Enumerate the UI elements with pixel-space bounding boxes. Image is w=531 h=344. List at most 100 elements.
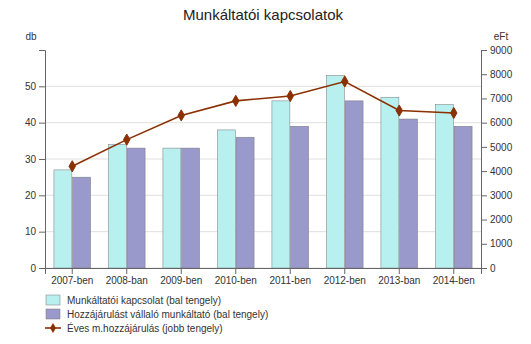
tick: 9000 [481,45,513,56]
bar-series [54,75,453,268]
legend-swatch [50,323,56,333]
tick: 0 [30,263,45,274]
tick-label: 2011-ben [269,275,311,286]
tick: 10 [25,226,45,237]
marker [233,95,239,106]
tick-label: 2013-ban [378,275,420,286]
tick-label: 6000 [490,117,513,128]
tick: 2009-ben [160,268,202,286]
marker [178,110,184,121]
legend-label: Hozzájárulást vállaló munkáltató (bal te… [67,309,268,320]
bar [381,97,399,268]
marker [342,76,348,87]
tick-mark [481,74,487,75]
tick: 2008-ban [106,268,148,286]
tick: 2013-ban [378,268,420,286]
tick: 8000 [481,69,513,80]
tick-label: 9000 [490,45,513,56]
tick-label: 2000 [490,214,513,225]
axis-line [46,269,482,275]
tick-mark [481,195,487,196]
tick-mark [290,268,291,274]
tick-label: 8000 [490,69,513,80]
tick-mark [453,268,454,274]
tick-mark [39,86,45,87]
tick-mark [481,171,487,172]
bar [163,148,181,268]
bar [54,170,72,268]
marker [396,105,402,116]
tick-label: 10 [25,226,37,237]
tick-label: 1000 [490,238,513,249]
tick-mark [481,244,487,245]
tick-mark [344,268,345,274]
bar [127,148,145,268]
tick-mark [39,232,45,233]
tick: 40 [25,117,45,128]
legend-item: Munkáltatói kapcsolat (bal tengely) [46,295,221,306]
axis-line [482,51,488,269]
tick-label: 30 [25,154,37,165]
tick-label: 3000 [490,190,513,201]
tick-label: 20 [25,190,37,201]
tick-label: 2009-ben [160,275,202,286]
tick: 0 [481,263,496,274]
tick-label: 0 [490,263,496,274]
tick-label: 4000 [490,166,513,177]
bar [182,148,200,268]
y-axis-label: db [25,31,37,42]
tick-mark [181,268,182,274]
grid [45,86,481,268]
bar [400,119,418,268]
legend-swatch [46,295,60,305]
tick: 2014-ben [433,268,475,286]
bar [108,144,126,268]
tick: 1000 [481,238,513,249]
tick-mark [399,268,400,274]
tick-label: 7000 [490,93,513,104]
tick-mark [481,268,487,269]
plot-area: 2007-ben 2008-ban 2009-ben 2010-ben 2011-ben… [25,45,513,286]
tick-label: 2007-ben [51,275,93,286]
tick-label: 2012-ben [324,275,366,286]
legend-label: Éves m.hozzájárulás (jobb tengely) [67,322,223,334]
tick-label: 40 [25,117,37,128]
tick: 7000 [481,93,513,104]
tick-label: 2014-ben [433,275,475,286]
tick-mark [481,220,487,221]
marker [124,134,130,145]
tick: 50 [25,81,45,92]
tick-mark [39,159,45,160]
tick: 2012-ben [324,268,366,286]
y2-axis: 0 1000 2000 3000 4000 5000 6000 7000 8000 9000 [481,45,513,274]
tick-mark [481,98,487,99]
title: Munkáltatói kapcsolatok [183,6,344,23]
tick-mark [481,50,487,51]
marker [287,90,293,101]
tick-mark [72,268,73,274]
tick: 5000 [481,142,513,153]
tick: 20 [25,190,45,201]
tick-mark [481,123,487,124]
tick: 2010-ben [215,268,257,286]
tick: 2007-ben [51,268,93,286]
bar [236,137,254,268]
marker [451,107,457,118]
bar-series [73,101,472,268]
tick-mark [39,195,45,196]
legend-swatch [46,309,60,319]
y-axis: 0 10 20 30 40 50 [25,51,46,274]
legend-item: Éves m.hozzájárulás (jobb tengely) [45,322,223,334]
tick-label: 0 [30,263,36,274]
bar [272,101,290,268]
tick-mark [39,123,45,124]
marker [69,161,75,172]
tick-label: 2010-ben [215,275,257,286]
tick-mark [235,268,236,274]
bar [345,101,363,268]
tick: 6000 [481,117,513,128]
tick: 3000 [481,190,513,201]
tick-label: 5000 [490,142,513,153]
tick-label: 2008-ban [106,275,148,286]
tick: 2000 [481,214,513,225]
